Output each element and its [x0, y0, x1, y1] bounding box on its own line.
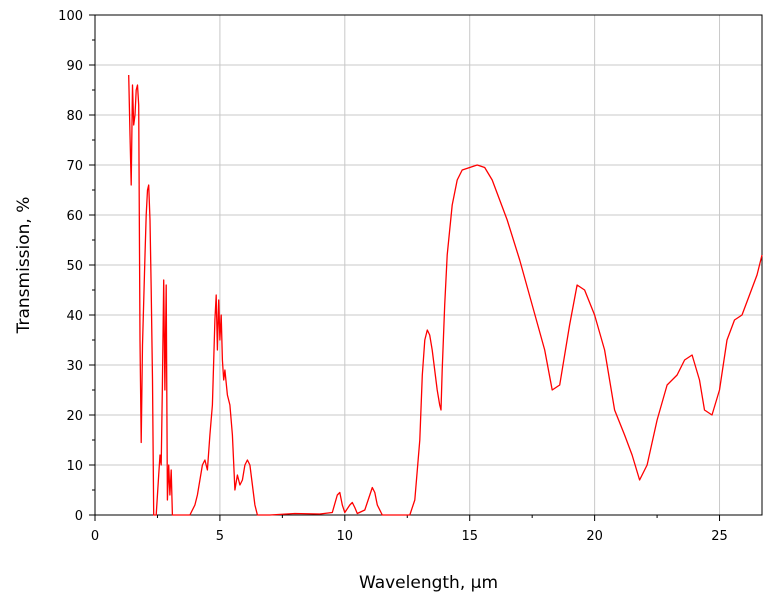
y-tick-label: 0: [75, 509, 83, 524]
y-tick-label: 20: [66, 409, 83, 424]
y-tick-labels: 0 10 20 30 40 50 60 70 80 90 100: [58, 9, 83, 524]
x-tick-label: 25: [711, 529, 728, 544]
y-axis-title: Transmission, %: [14, 197, 34, 335]
grid-lines: [95, 15, 762, 515]
y-tick-label: 40: [66, 309, 83, 324]
x-axis-title: Wavelength, µm: [359, 573, 498, 593]
x-tick-label: 5: [216, 529, 224, 544]
x-tick-label: 10: [337, 529, 354, 544]
axis-ticks: [89, 14, 721, 521]
x-tick-label: 0: [91, 529, 99, 544]
y-tick-label: 70: [66, 159, 83, 174]
y-tick-label: 10: [66, 459, 83, 474]
y-tick-label: 60: [66, 209, 83, 224]
y-tick-label: 90: [66, 59, 83, 74]
x-tick-label: 15: [461, 529, 478, 544]
y-tick-label: 100: [58, 9, 83, 24]
x-tick-labels: 0 5 10 15 20 25: [91, 529, 728, 544]
y-tick-label: 80: [66, 109, 83, 124]
series-line: [128, 74, 763, 516]
x-tick-label: 20: [586, 529, 603, 544]
y-tick-label: 50: [66, 259, 83, 274]
y-tick-label: 30: [66, 359, 83, 374]
